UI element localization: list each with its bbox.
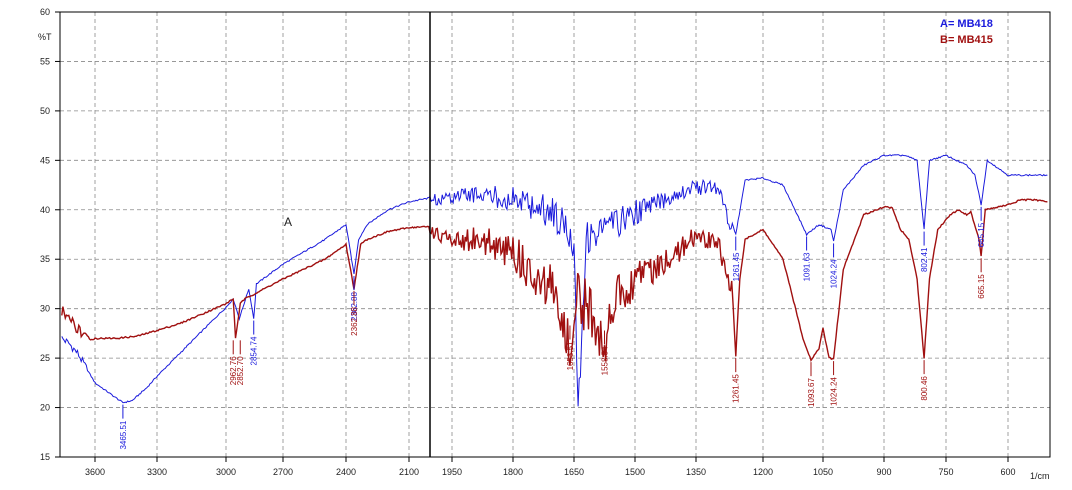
peak-label: 800.46: [920, 376, 929, 401]
peak-label: 1653.51: [566, 341, 575, 370]
peak-label: 2854.74: [250, 336, 259, 365]
peak-label: 802.41: [920, 247, 929, 272]
y-tick-label: 15: [40, 452, 50, 462]
legend-entry-b: B= MB415: [940, 34, 993, 46]
x-tick-label: 3300: [147, 467, 167, 477]
peak-label: 3465.51: [119, 420, 128, 449]
peak-label: 1261.45: [732, 252, 741, 281]
y-tick-label: 55: [40, 56, 50, 66]
x-tick-label: 2100: [399, 467, 419, 477]
x-tick-label: 1350: [686, 467, 706, 477]
y-tick-label: 30: [40, 304, 50, 314]
y-tick-label: 35: [40, 254, 50, 264]
peak-label: 665.15: [977, 222, 986, 247]
peak-label: 2852.70: [236, 356, 245, 385]
y-tick-label: 50: [40, 106, 50, 116]
peak-label: 1091.63: [803, 252, 812, 281]
y-axis-label: %T: [38, 32, 52, 42]
x-tick-label: 1200: [753, 467, 773, 477]
peak-label: 1558.54: [601, 346, 610, 375]
y-axis-ticks: 15 20 25 30 35 40 45 50 55 60: [40, 7, 60, 462]
legend-entry-a: A= MB418: [940, 18, 993, 30]
x-axis-ticks: 3600 3300 3000 2700 2400 2100 1950 1800 1650 1500…: [85, 457, 1016, 477]
peak-label: 1024.24: [830, 377, 839, 406]
peak-label: 665.15: [977, 274, 986, 299]
x-tick-label: 900: [876, 467, 891, 477]
peak-label: 2362.88: [350, 292, 359, 321]
x-tick-label: 600: [1000, 467, 1015, 477]
peak-label: 2362.88: [350, 306, 359, 335]
y-tick-label: 45: [40, 155, 50, 165]
series-lines: [61, 154, 1048, 407]
y-tick-label: 60: [40, 7, 50, 17]
x-tick-label: 1950: [442, 467, 462, 477]
x-tick-label: 1800: [503, 467, 523, 477]
series-line-b: [61, 198, 1048, 366]
x-tick-label: 750: [938, 467, 953, 477]
annotation-a: A: [284, 215, 292, 229]
x-tick-label: 3000: [216, 467, 236, 477]
y-tick-label: 25: [40, 353, 50, 363]
peak-label: 2962.76: [229, 356, 238, 385]
y-tick-label: 40: [40, 205, 50, 215]
x-tick-label: 2400: [336, 467, 356, 477]
peak-label: 1261.45: [732, 374, 741, 403]
x-tick-label: 2700: [273, 467, 293, 477]
x-axis-label: 1/cm: [1030, 471, 1050, 481]
x-tick-label: 3600: [85, 467, 105, 477]
peak-label: 1024.24: [830, 259, 839, 288]
y-tick-label: 20: [40, 403, 50, 413]
plot-frame: [59, 11, 1051, 458]
x-tick-label: 1500: [625, 467, 645, 477]
x-tick-label: 1050: [813, 467, 833, 477]
peak-label: 1093.67: [807, 378, 816, 407]
peak-labels: 3465.51 2854.74 2362.88 1261.45 1091.63 1024.…: [119, 206, 986, 450]
x-tick-label: 1650: [564, 467, 584, 477]
series-line-a: [61, 154, 1048, 407]
